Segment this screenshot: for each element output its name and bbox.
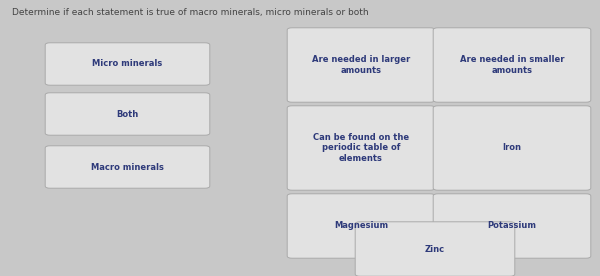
Text: Micro minerals: Micro minerals	[92, 60, 163, 68]
Text: Magnesium: Magnesium	[334, 222, 388, 230]
FancyBboxPatch shape	[45, 43, 210, 85]
FancyBboxPatch shape	[287, 194, 435, 258]
Text: Iron: Iron	[502, 144, 521, 153]
FancyBboxPatch shape	[45, 93, 210, 135]
FancyBboxPatch shape	[287, 28, 435, 102]
FancyBboxPatch shape	[45, 146, 210, 188]
Text: Potassium: Potassium	[487, 222, 536, 230]
FancyBboxPatch shape	[287, 106, 435, 190]
Text: Are needed in larger
amounts: Are needed in larger amounts	[312, 55, 410, 75]
Text: Zinc: Zinc	[425, 245, 445, 253]
FancyBboxPatch shape	[355, 222, 515, 276]
Text: Can be found on the
periodic table of
elements: Can be found on the periodic table of el…	[313, 133, 409, 163]
Text: Determine if each statement is true of macro minerals, micro minerals or both: Determine if each statement is true of m…	[12, 8, 368, 17]
FancyBboxPatch shape	[433, 106, 591, 190]
FancyBboxPatch shape	[433, 28, 591, 102]
FancyBboxPatch shape	[433, 194, 591, 258]
Text: Both: Both	[116, 110, 139, 118]
Text: Macro minerals: Macro minerals	[91, 163, 164, 171]
Text: Are needed in smaller
amounts: Are needed in smaller amounts	[460, 55, 564, 75]
